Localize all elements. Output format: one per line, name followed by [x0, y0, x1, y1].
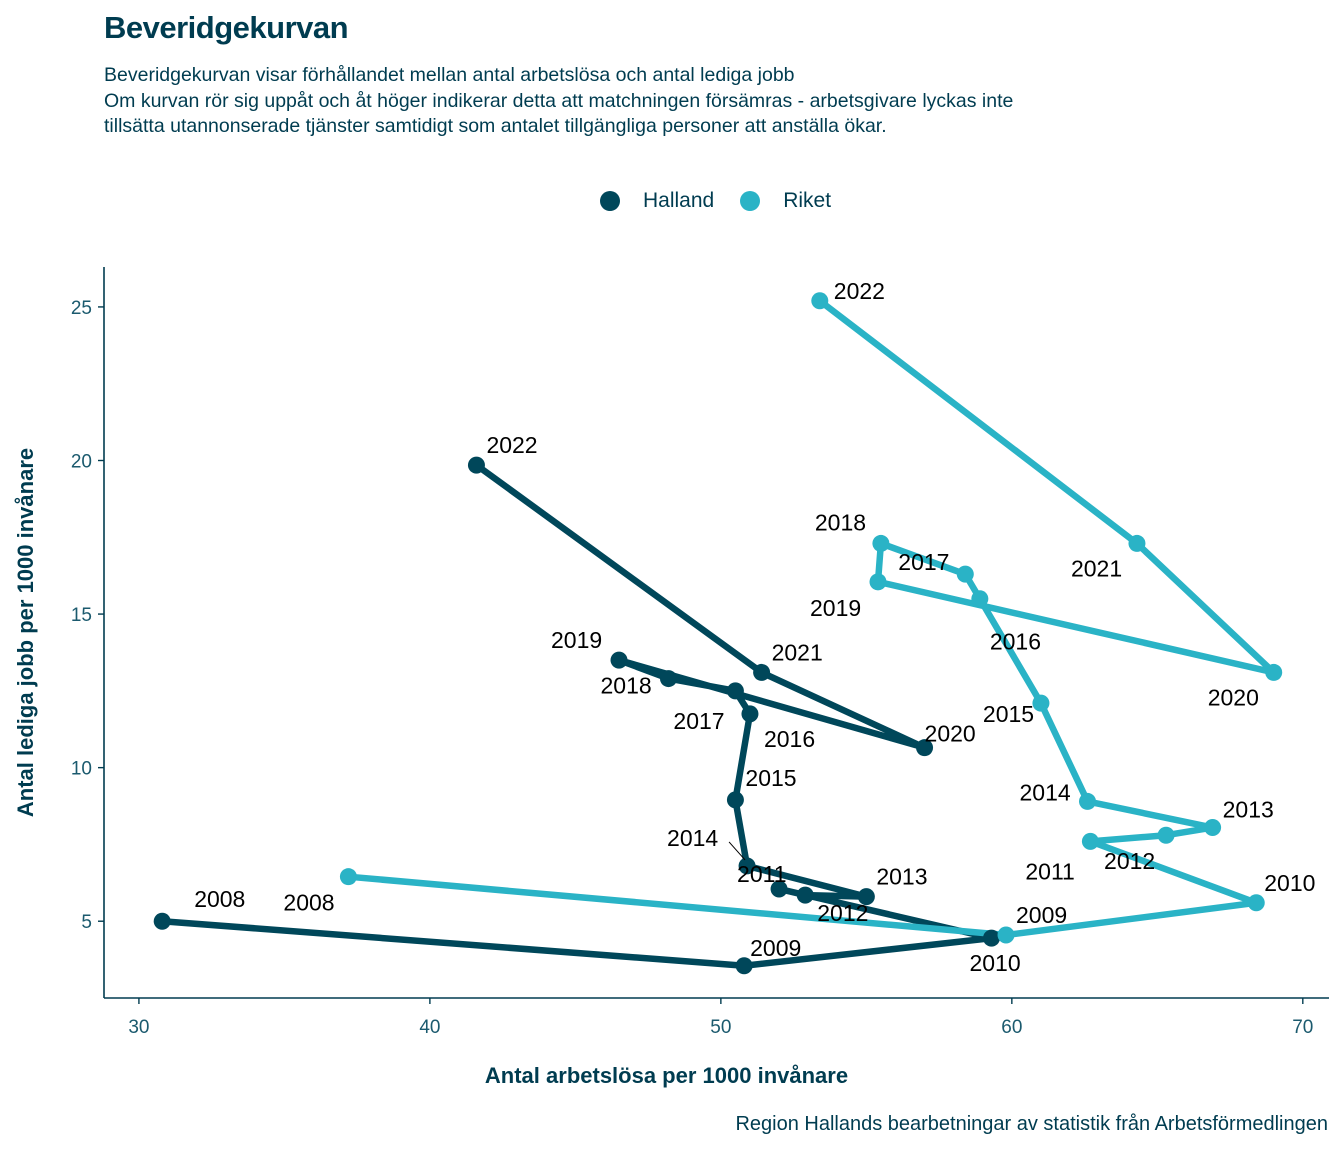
legend-dot-halland	[600, 191, 620, 211]
data-label-halland-2020: 2020	[925, 721, 976, 747]
data-label-riket-2011: 2011	[1025, 858, 1074, 884]
data-label-riket-2016: 2016	[990, 629, 1041, 655]
data-label-riket-2020: 2020	[1208, 684, 1259, 710]
data-label-halland-2010: 2010	[969, 950, 1020, 976]
data-point-riket-2020	[1265, 663, 1283, 681]
chart-title: Beveridgekurvan	[104, 10, 349, 45]
data-point-halland-2012	[796, 886, 814, 904]
data-point-halland-2008	[153, 912, 171, 930]
data-point-halland-2015	[726, 791, 744, 809]
data-point-riket-2016	[971, 590, 989, 608]
data-label-halland-2016: 2016	[764, 726, 815, 752]
data-point-halland-2022	[467, 456, 485, 474]
data-label-riket-2008: 2008	[283, 890, 334, 916]
data-point-riket-2011	[1081, 832, 1099, 850]
y-axis-title: Antal lediga jobb per 1000 invånare	[13, 448, 38, 817]
data-label-halland-2022: 2022	[486, 432, 537, 458]
chart-legend: Halland Riket	[600, 186, 857, 216]
data-label-halland-2015: 2015	[745, 765, 796, 791]
data-label-halland-2014: 2014	[667, 825, 718, 851]
data-point-riket-2014	[1078, 792, 1096, 810]
data-point-halland-2020	[916, 739, 934, 757]
legend-label-riket: Riket	[783, 189, 832, 212]
data-point-halland-2016	[741, 705, 759, 723]
data-label-halland-2021: 2021	[772, 639, 823, 665]
data-label-riket-2014: 2014	[1019, 779, 1070, 805]
data-label-halland-2008: 2008	[194, 886, 245, 912]
data-point-riket-2008	[339, 868, 357, 886]
y-tick-label: 5	[81, 912, 92, 933]
x-tick-label: 50	[710, 1017, 731, 1038]
legend-label-halland: Halland	[643, 189, 715, 212]
data-point-halland-2021	[753, 663, 771, 681]
data-label-halland-2019: 2019	[551, 627, 602, 653]
data-label-riket-2015: 2015	[983, 701, 1034, 727]
data-point-riket-2022	[811, 292, 829, 310]
data-point-riket-2015	[1032, 694, 1050, 712]
data-label-riket-2010: 2010	[1264, 870, 1315, 896]
data-point-riket-2019	[869, 573, 887, 591]
data-point-riket-2010	[1247, 894, 1265, 912]
chart-caption: Region Hallands bearbetningar av statist…	[735, 1113, 1328, 1135]
y-tick-label: 10	[71, 759, 92, 780]
data-point-halland-2010	[982, 929, 1000, 947]
data-point-halland-2018	[659, 670, 677, 688]
data-point-riket-2012	[1157, 826, 1175, 844]
data-point-riket-2018	[872, 534, 890, 552]
x-tick-label: 60	[1001, 1017, 1022, 1038]
data-point-halland-2011	[770, 880, 788, 898]
data-label-halland-2009: 2009	[750, 935, 801, 961]
data-point-halland-2013	[857, 888, 875, 906]
data-point-riket-2013	[1204, 819, 1222, 837]
data-point-halland-2014	[738, 857, 756, 875]
y-tick-label: 25	[71, 298, 92, 319]
data-label-riket-2009: 2009	[1016, 902, 1067, 928]
x-tick-label: 30	[128, 1017, 149, 1038]
x-axis-title: Antal arbetslösa per 1000 invånare	[485, 1063, 848, 1088]
x-tick-label: 40	[419, 1017, 440, 1038]
legend-item-riket: Riket	[740, 189, 831, 213]
chart-subtitle: Beveridgekurvan visar förhållandet mella…	[104, 63, 1013, 140]
data-label-riket-2022: 2022	[834, 278, 885, 304]
data-label-halland-2013: 2013	[876, 864, 927, 890]
legend-item-halland: Halland	[600, 189, 714, 213]
data-point-halland-2009	[735, 957, 753, 975]
legend-dot-riket	[740, 191, 761, 211]
label-leader-line	[728, 841, 746, 861]
data-point-riket-2009	[997, 926, 1015, 944]
data-label-halland-2012: 2012	[817, 900, 868, 926]
data-label-riket-2017: 2017	[898, 549, 949, 575]
data-point-halland-2017	[726, 682, 744, 700]
subtitle-line: Om kurvan rör sig uppåt och åt höger ind…	[104, 89, 1014, 112]
data-point-riket-2021	[1128, 534, 1146, 552]
data-label-riket-2013: 2013	[1223, 797, 1274, 823]
subtitle-line: Beveridgekurvan visar förhållandet mella…	[104, 64, 795, 86]
data-label-halland-2011: 2011	[737, 861, 786, 887]
data-label-halland-2017: 2017	[673, 708, 724, 734]
data-label-riket-2012: 2012	[1104, 848, 1155, 874]
data-label-riket-2019: 2019	[810, 595, 861, 621]
data-label-riket-2018: 2018	[815, 509, 866, 535]
data-label-halland-2018: 2018	[600, 673, 651, 699]
y-tick-label: 15	[71, 605, 92, 626]
subtitle-line: tillsätta utannonserade tjänster samtidi…	[104, 115, 887, 137]
data-point-halland-2019	[610, 651, 628, 669]
x-tick-label: 70	[1292, 1017, 1313, 1038]
data-point-riket-2017	[956, 565, 974, 583]
data-label-riket-2021: 2021	[1071, 555, 1122, 581]
y-tick-label: 20	[71, 452, 92, 473]
